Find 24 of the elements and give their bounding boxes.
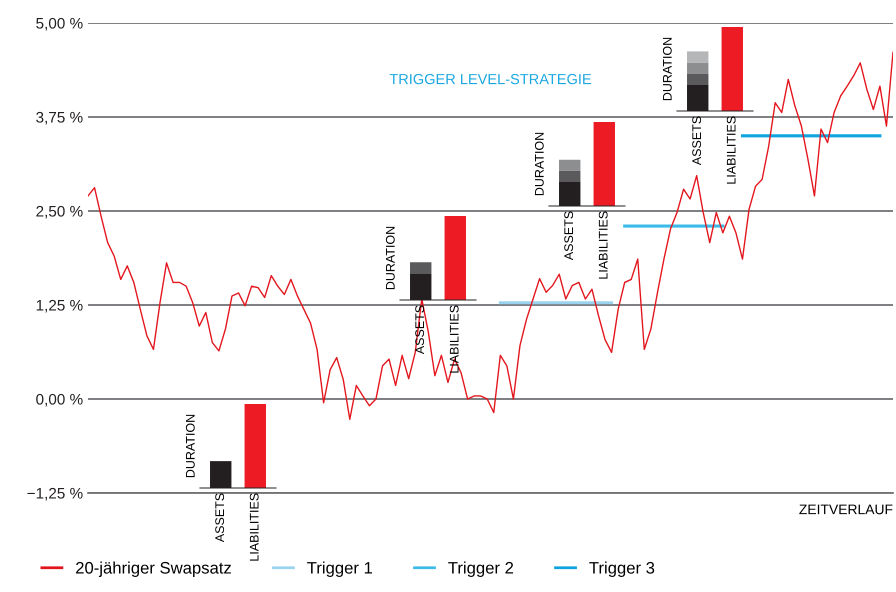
y-tick-label: 5,00 % [36, 18, 83, 30]
x-tick-label: LIABILITIES [726, 116, 736, 184]
y-axis-title: DURATION [534, 132, 544, 196]
annotation: TRIGGER LEVEL-STRATEGIE [390, 74, 592, 84]
legend-label: 20-jähriger Swapsatz [76, 561, 231, 577]
y-tick-label: 1,25 % [36, 300, 83, 312]
x-tick-label: ASSETS [564, 211, 574, 260]
x-axis-title: ZEITVERLAUF [799, 504, 892, 514]
legend-label: Trigger 2 [448, 561, 514, 577]
y-tick-label: −1,25 % [27, 488, 83, 500]
y-axis-title: DURATION [386, 226, 395, 290]
x-tick-label: ASSETS [215, 493, 224, 542]
x-tick-label: LIABILITIES [250, 493, 259, 561]
x-tick-label: LIABILITIES [450, 305, 459, 373]
y-tick-label: 3,75 % [36, 112, 83, 124]
x-tick-label: ASSETS [692, 116, 702, 166]
x-tick-label: LIABILITIES [598, 211, 608, 279]
y-tick-label: 2,50 % [36, 206, 83, 218]
legend-label: Trigger 3 [589, 561, 654, 577]
x-tick-label: ASSETS [415, 305, 424, 354]
y-axis-title: DURATION [662, 38, 672, 100]
y-axis-title: DURATION [186, 414, 195, 478]
legend-label: Trigger 1 [307, 561, 372, 577]
y-tick-label: 0,00 % [36, 394, 83, 406]
